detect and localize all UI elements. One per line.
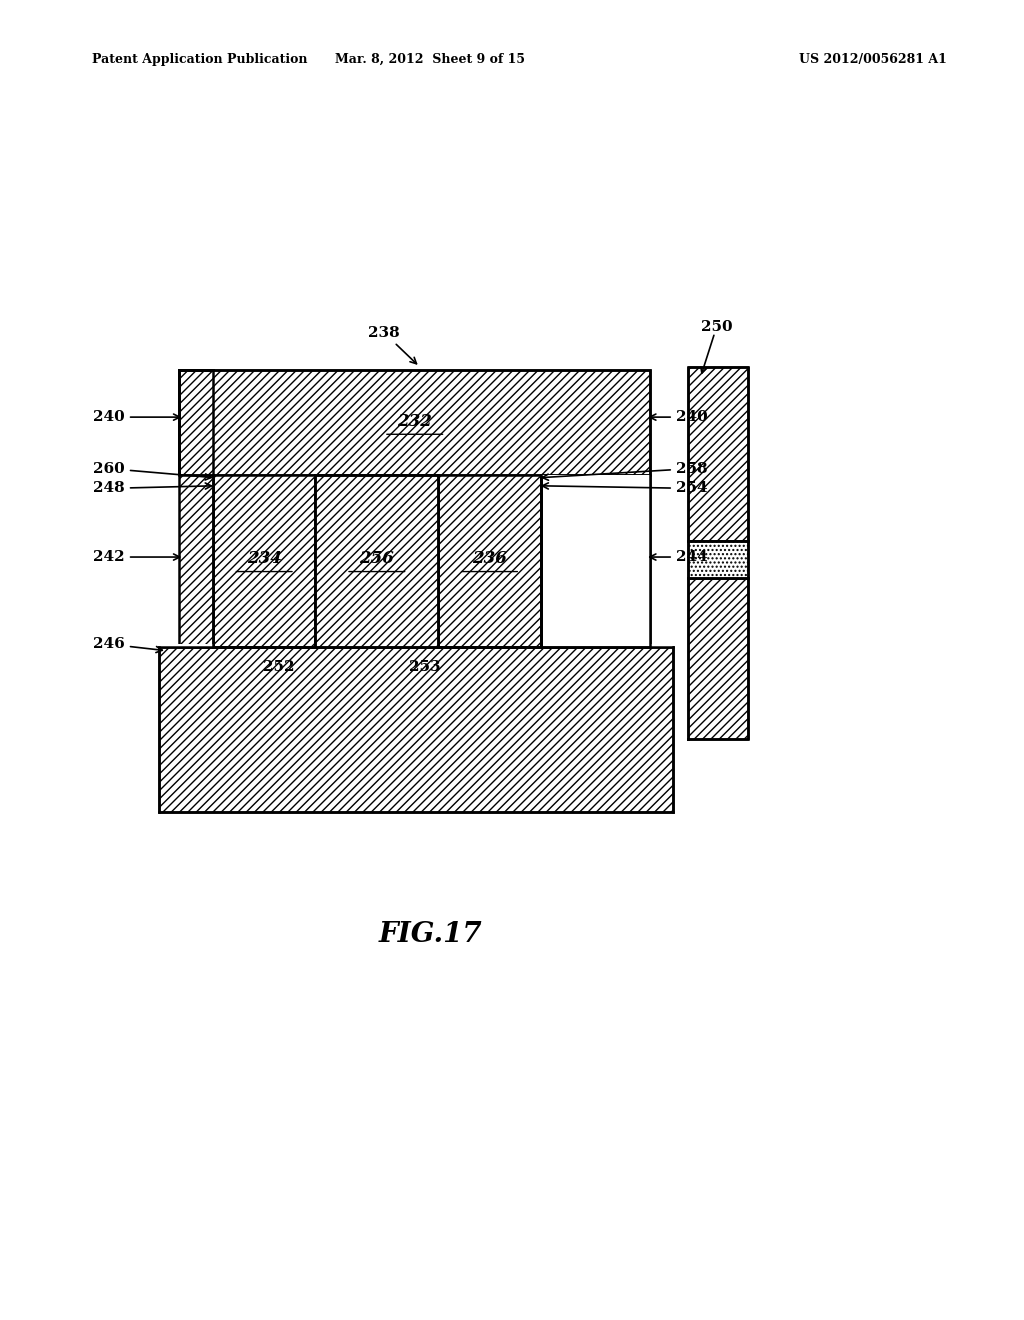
Bar	[213, 475, 315, 647]
Text: 248: 248	[93, 482, 211, 495]
Text: 232: 232	[397, 413, 432, 429]
Bar	[315, 475, 438, 647]
Text: 252: 252	[263, 660, 294, 675]
Bar	[212, 647, 214, 648]
Text: 246: 246	[93, 638, 162, 652]
Text: 253: 253	[410, 660, 440, 675]
Bar	[438, 475, 541, 647]
Text: 250: 250	[701, 321, 733, 334]
Bar	[541, 644, 673, 647]
Bar	[159, 647, 673, 812]
Bar	[541, 475, 650, 647]
Text: 254: 254	[543, 482, 708, 495]
Bar	[688, 367, 748, 541]
Bar	[688, 541, 748, 578]
Text: US 2012/0056281 A1: US 2012/0056281 A1	[799, 53, 946, 66]
Text: 240: 240	[93, 411, 179, 424]
Text: 234: 234	[247, 550, 282, 566]
Bar	[316, 647, 437, 648]
Text: Mar. 8, 2012  Sheet 9 of 15: Mar. 8, 2012 Sheet 9 of 15	[335, 53, 525, 66]
Text: 236: 236	[472, 550, 507, 566]
Text: 240: 240	[650, 411, 708, 424]
Bar	[688, 578, 748, 739]
Text: 244: 244	[650, 550, 708, 564]
Bar	[179, 475, 213, 647]
Text: 238: 238	[368, 326, 417, 364]
Text: 258: 258	[543, 462, 708, 480]
Text: 260: 260	[93, 462, 211, 480]
Text: 242: 242	[93, 550, 179, 564]
Bar	[541, 475, 650, 647]
Text: Patent Application Publication: Patent Application Publication	[92, 53, 307, 66]
Bar	[179, 370, 650, 475]
Bar	[540, 647, 542, 648]
Text: 256: 256	[359, 550, 394, 566]
Text: FIG.17: FIG.17	[378, 921, 482, 948]
Bar	[159, 644, 213, 647]
